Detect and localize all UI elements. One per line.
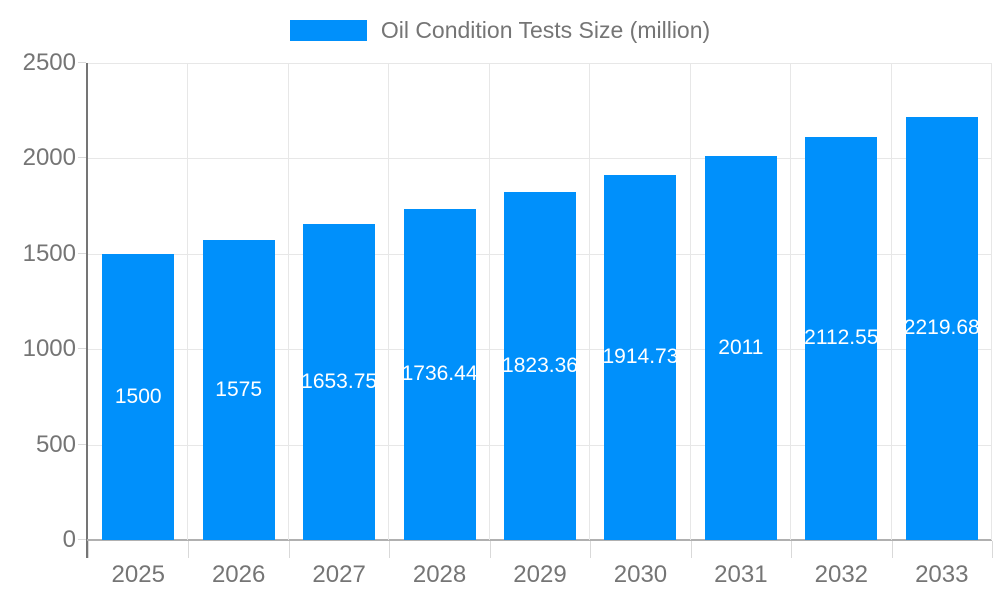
plot-area: 1500 1575 1653.75 1736.44 1823.36 1914.73 2011… bbox=[88, 63, 992, 540]
x-axis-tick bbox=[288, 541, 290, 558]
bar[interactable]: 1823.36 bbox=[504, 192, 576, 540]
y-axis-tick bbox=[78, 443, 86, 445]
x-axis-tick-label: 2027 bbox=[312, 561, 366, 588]
x-axis-tick bbox=[791, 541, 793, 558]
bar[interactable]: 2219.68 bbox=[905, 116, 978, 540]
x-axis-tick bbox=[188, 541, 190, 558]
y-axis-tick bbox=[78, 348, 86, 350]
bar[interactable]: 1653.75 bbox=[303, 224, 376, 540]
bar-value-label: 1575 bbox=[215, 377, 263, 401]
y-axis-tick-label: 500 bbox=[35, 430, 76, 458]
gridline-horizontal bbox=[88, 158, 992, 160]
gridline-horizontal bbox=[88, 63, 992, 64]
y-axis-tick bbox=[78, 62, 86, 63]
y-axis-tick bbox=[78, 252, 86, 254]
x-axis-tick-label: 2029 bbox=[513, 561, 567, 588]
gridline-vertical bbox=[890, 63, 892, 540]
bar-value-label: 2112.55 bbox=[805, 326, 878, 350]
bar-value-label: 1736.44 bbox=[403, 362, 476, 386]
gridline-vertical bbox=[187, 63, 189, 540]
gridline-vertical bbox=[388, 63, 390, 540]
bar-value-label: 1823.36 bbox=[504, 354, 576, 378]
bar-value-label: 1914.73 bbox=[604, 345, 677, 369]
legend-label: Oil Condition Tests Size (million) bbox=[380, 17, 711, 43]
x-axis-tick bbox=[590, 541, 592, 558]
x-axis-tick bbox=[992, 541, 993, 558]
legend-swatch-icon[interactable] bbox=[289, 20, 367, 41]
y-axis-tick-label: 2500 bbox=[22, 49, 76, 76]
x-axis-tick bbox=[389, 541, 391, 558]
x-axis-tick-label: 2025 bbox=[111, 561, 165, 588]
x-axis-tick bbox=[690, 541, 692, 558]
bar[interactable]: 1736.44 bbox=[403, 208, 476, 540]
x-axis-tick-label: 2033 bbox=[915, 561, 969, 588]
x-axis-tick-label: 2028 bbox=[412, 561, 467, 588]
bar[interactable]: 2112.55 bbox=[805, 136, 878, 540]
bar[interactable]: 1575 bbox=[202, 239, 275, 540]
bar-value-label: 1653.75 bbox=[303, 370, 376, 394]
x-axis-tick bbox=[88, 541, 89, 558]
x-axis-line bbox=[87, 539, 992, 541]
x-axis-tick-label: 2031 bbox=[714, 561, 768, 588]
y-axis-tick-label: 1500 bbox=[22, 239, 76, 267]
gridline-vertical bbox=[488, 63, 490, 540]
x-axis-tick-label: 2026 bbox=[211, 561, 266, 588]
x-axis-tick-label: 2032 bbox=[814, 561, 869, 588]
x-axis-tick-label: 2030 bbox=[613, 561, 668, 588]
gridline-vertical bbox=[589, 63, 591, 540]
y-axis-tick-label: 0 bbox=[62, 526, 76, 553]
y-axis-line bbox=[86, 63, 88, 558]
gridline-vertical bbox=[287, 63, 289, 540]
gridline-vertical bbox=[689, 63, 691, 540]
bar[interactable]: 1914.73 bbox=[604, 174, 677, 540]
gridline-vertical bbox=[790, 63, 792, 540]
x-axis-tick bbox=[891, 541, 893, 558]
x-axis-tick bbox=[489, 541, 491, 558]
y-axis-tick-label: 1000 bbox=[22, 335, 76, 363]
legend[interactable]: Oil Condition Tests Size (million) bbox=[0, 17, 1000, 44]
y-axis-tick bbox=[78, 539, 86, 540]
bar[interactable]: 1500 bbox=[102, 253, 175, 540]
bar[interactable]: 2011 bbox=[704, 156, 777, 540]
bar-value-label: 1500 bbox=[114, 384, 162, 408]
bar-value-label: 2219.68 bbox=[905, 316, 978, 340]
y-axis-tick-label: 2000 bbox=[22, 144, 76, 172]
bar-value-label: 2011 bbox=[718, 336, 764, 360]
gridline-vertical bbox=[991, 63, 992, 540]
y-axis-tick bbox=[78, 157, 86, 159]
